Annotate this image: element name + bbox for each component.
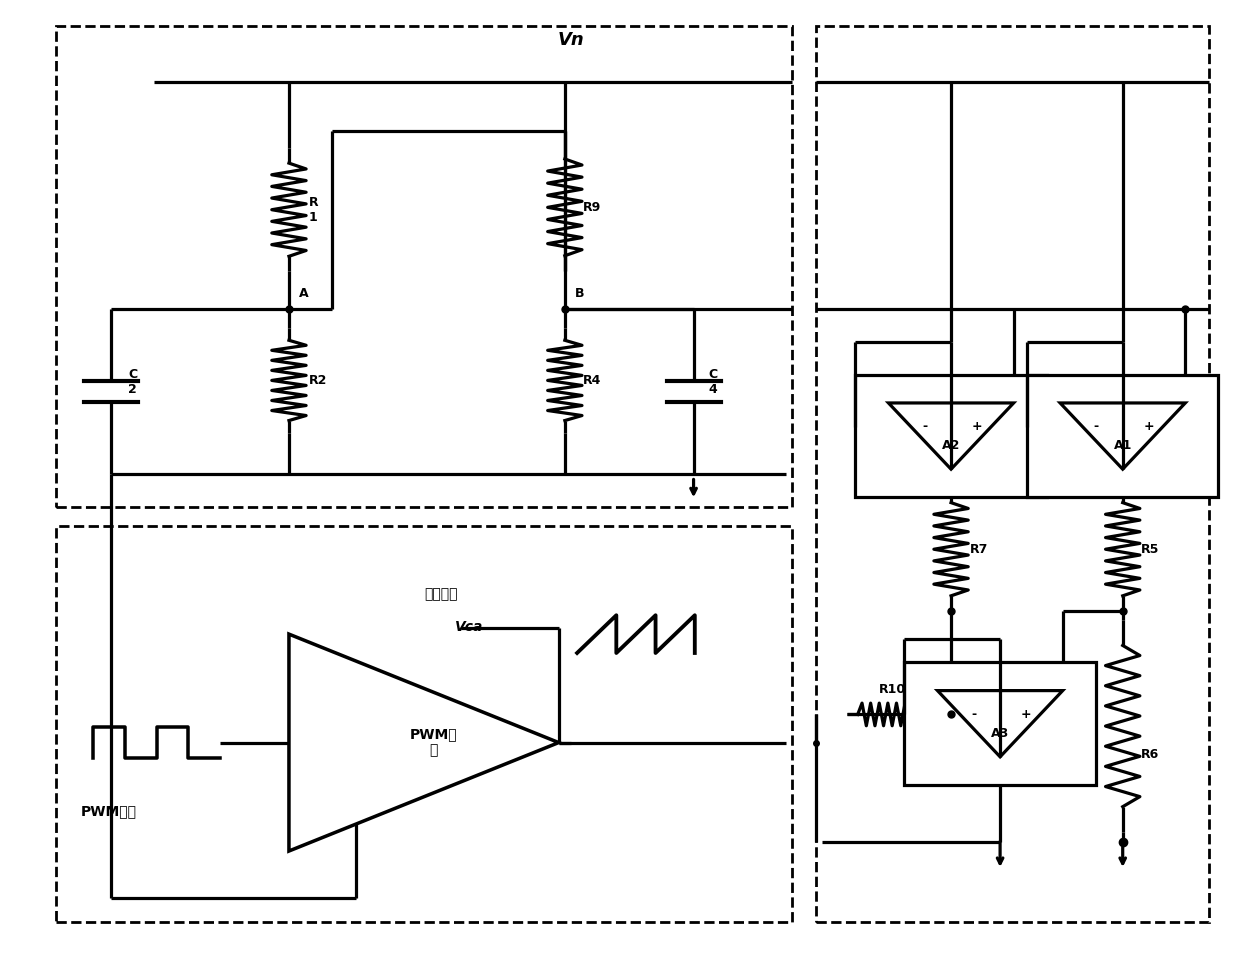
Text: R5: R5 — [1141, 543, 1159, 556]
Text: A3: A3 — [991, 727, 1009, 740]
Text: +: + — [1021, 708, 1032, 721]
Bar — [56, 26, 791, 507]
Polygon shape — [1060, 403, 1185, 469]
Text: A: A — [299, 287, 309, 300]
Text: R10: R10 — [879, 682, 905, 696]
Text: R9: R9 — [583, 201, 601, 213]
Text: C
4: C 4 — [708, 367, 718, 396]
Text: PWM信号: PWM信号 — [81, 804, 136, 818]
Text: R4: R4 — [583, 374, 601, 387]
Text: -: - — [923, 420, 928, 434]
Bar — [1027, 375, 1219, 498]
Text: C
2: C 2 — [128, 367, 138, 396]
Text: -: - — [1094, 420, 1099, 434]
Text: B: B — [574, 287, 584, 300]
Text: Vca: Vca — [455, 620, 482, 634]
Text: +: + — [972, 420, 982, 434]
Text: A1: A1 — [1114, 439, 1132, 453]
Text: 锯波电压: 锯波电压 — [424, 587, 458, 601]
Text: R6: R6 — [1141, 747, 1159, 761]
Bar — [56, 525, 791, 922]
Polygon shape — [889, 403, 1013, 469]
Text: R2: R2 — [309, 374, 327, 387]
Bar — [904, 662, 1096, 785]
Text: A2: A2 — [942, 439, 960, 453]
Bar — [816, 26, 1209, 922]
Text: R7: R7 — [970, 543, 988, 556]
Text: -: - — [971, 708, 976, 721]
Bar — [856, 375, 1047, 498]
Polygon shape — [289, 634, 559, 851]
Text: PWM模
块: PWM模 块 — [409, 727, 458, 758]
Polygon shape — [937, 691, 1063, 757]
Text: +: + — [1143, 420, 1154, 434]
Text: Vn: Vn — [558, 32, 584, 50]
Text: R
1: R 1 — [309, 196, 319, 224]
